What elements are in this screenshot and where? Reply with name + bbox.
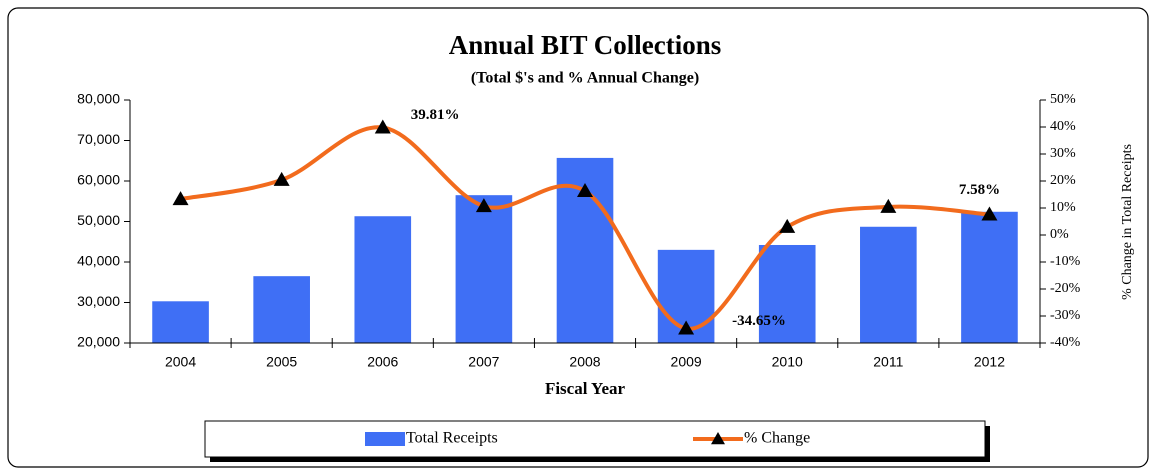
legend-marker <box>711 432 725 445</box>
y-tick-label: 60,000 <box>77 172 120 188</box>
bar <box>860 226 917 343</box>
legend-label: % Change <box>744 430 810 447</box>
y-tick-label: 20,000 <box>77 334 120 350</box>
y2-tick-label: 0% <box>1050 227 1069 242</box>
y2-axis-label: % Change in Total Receipts <box>1120 144 1135 300</box>
y-tick-label: 80,000 <box>77 91 120 107</box>
data-label: 39.81% <box>411 107 460 123</box>
bar <box>253 276 310 343</box>
y2-tick-label: -10% <box>1050 254 1081 269</box>
y-tick-label: 70,000 <box>77 131 120 147</box>
bar <box>152 301 209 343</box>
line-marker <box>779 218 796 233</box>
legend-label: Total Receipts <box>406 430 498 447</box>
line-marker <box>678 320 695 335</box>
line-marker <box>880 198 897 213</box>
x-tick-label: 2011 <box>873 354 903 370</box>
line-marker <box>475 198 492 213</box>
x-tick-label: 2012 <box>974 354 1005 370</box>
y-tick-label: 40,000 <box>77 253 120 269</box>
line-marker <box>577 182 593 197</box>
x-tick-label: 2010 <box>772 354 803 370</box>
bar <box>961 211 1018 343</box>
line-marker <box>172 191 189 206</box>
legend-swatch <box>365 432 405 446</box>
data-label: 7.58% <box>959 182 1000 198</box>
bar <box>354 216 412 343</box>
x-tick-label: 2007 <box>468 354 499 370</box>
line-marker <box>374 119 391 134</box>
x-tick-label: 2006 <box>367 354 398 370</box>
y-tick-label: 30,000 <box>77 293 120 309</box>
y2-tick-label: -20% <box>1050 281 1081 296</box>
x-tick-label: 2005 <box>266 354 297 370</box>
y2-tick-label: -40% <box>1050 335 1081 350</box>
y2-tick-label: -30% <box>1050 308 1081 323</box>
data-label: -34.65% <box>732 313 786 329</box>
y2-tick-label: 50% <box>1050 92 1076 107</box>
chart-title: Annual BIT Collections <box>449 30 722 60</box>
y-tick-label: 50,000 <box>77 212 120 228</box>
y2-tick-label: 40% <box>1050 119 1076 134</box>
line-marker <box>273 171 290 186</box>
chart-subtitle: (Total $'s and % Annual Change) <box>471 70 699 87</box>
y2-tick-label: 30% <box>1050 146 1076 161</box>
bar <box>758 244 816 343</box>
x-tick-label: 2009 <box>671 354 702 370</box>
line-marker <box>981 206 998 221</box>
x-tick-label: 2008 <box>569 354 600 370</box>
bar <box>455 195 513 343</box>
y2-tick-label: 10% <box>1050 200 1076 215</box>
x-axis-label: Fiscal Year <box>545 379 626 398</box>
x-tick-label: 2004 <box>165 354 196 370</box>
y2-tick-label: 20% <box>1050 173 1076 188</box>
legend-box <box>204 420 986 458</box>
